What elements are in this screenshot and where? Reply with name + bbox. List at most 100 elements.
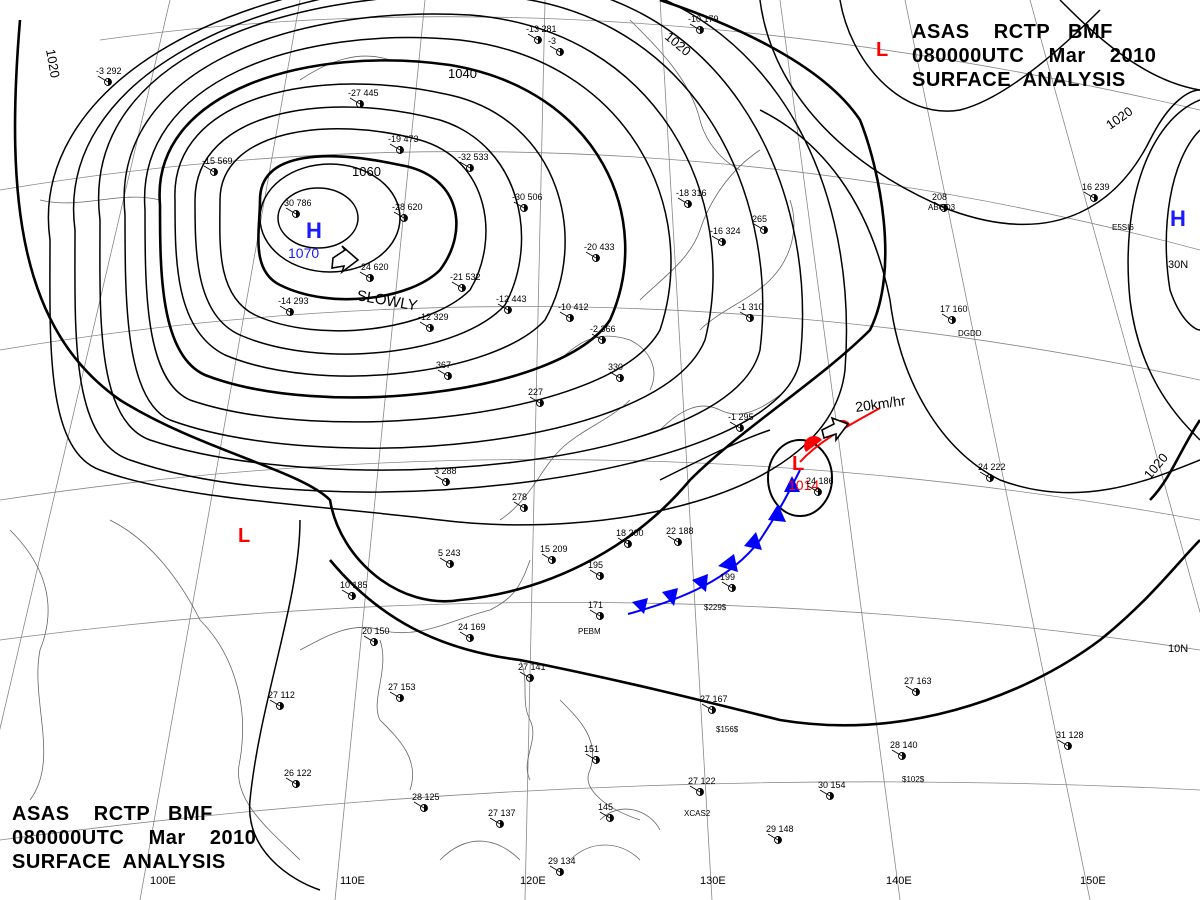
- isobar-1040: [158, 59, 627, 399]
- station-value: 278: [512, 492, 527, 502]
- isobar-label: 1020: [662, 29, 694, 59]
- wind-barb: [689, 785, 701, 793]
- station-plot: -3: [548, 36, 564, 56]
- station-value: 29 148: [766, 824, 794, 834]
- wind-barb: [739, 311, 751, 319]
- station-value: -3: [548, 36, 556, 46]
- wind-barb: [419, 321, 431, 329]
- station-value: -3 292: [96, 66, 122, 76]
- station-cloud-cover: [700, 788, 704, 796]
- station-id: PEBM: [578, 627, 601, 636]
- longitude-label: 140E: [886, 875, 912, 887]
- station-value: -10 179: [688, 14, 719, 24]
- wind-barb: [689, 23, 701, 31]
- isobar: [143, 36, 672, 423]
- wind-barb: [807, 485, 819, 493]
- station-cloud-cover: [446, 478, 450, 486]
- wind-barb: [599, 811, 611, 819]
- wind-barb: [97, 75, 109, 83]
- coastlines: [9, 19, 795, 861]
- station-cloud-cover: [400, 694, 404, 702]
- station-cloud-cover: [470, 164, 474, 172]
- wind-barb: [459, 161, 471, 169]
- isobar: [659, 429, 771, 481]
- station-plot: 27 122: [688, 776, 716, 796]
- isobar-1020-south: [329, 539, 1200, 727]
- station-value: 27 163: [904, 676, 932, 686]
- station-cloud-cover: [290, 308, 294, 316]
- latitude-labels: 10N 30N: [1168, 259, 1188, 655]
- station-plot: -15 569: [202, 156, 233, 176]
- isobar: [219, 127, 487, 332]
- station-plot: -20 433: [584, 242, 615, 262]
- wind-barb: [279, 305, 291, 313]
- wind-barb: [891, 749, 903, 757]
- isobar: [759, 0, 1200, 226]
- wind-barb: [269, 699, 281, 707]
- station-value: -24 620: [358, 262, 389, 272]
- station-plot: 278: [512, 492, 528, 512]
- station-id: $102$: [902, 775, 925, 784]
- station-plot: 151: [584, 744, 600, 764]
- station-value: 27 153: [388, 682, 416, 692]
- wind-barb: [285, 777, 297, 785]
- wind-barb: [513, 201, 525, 209]
- station-cloud-cover: [560, 868, 564, 876]
- isobar: [277, 187, 359, 249]
- station-value: 16 239: [1082, 182, 1110, 192]
- station-value: -28 620: [392, 202, 423, 212]
- title-block-bottom: ASAS RCTP BMF 080000UTC Mar 2010 SURFACE…: [12, 802, 256, 874]
- station-cloud-cover: [370, 274, 374, 282]
- station-cloud-cover: [628, 540, 632, 548]
- wind-barb: [437, 369, 449, 377]
- station-id: $156$: [716, 725, 739, 734]
- wind-barb: [753, 223, 765, 231]
- wind-barb: [435, 475, 447, 483]
- low-movement-note: 20km/hr: [854, 392, 907, 415]
- isobar-1060: [257, 154, 458, 301]
- station-value: 171: [588, 600, 603, 610]
- station-plot: 330: [608, 362, 624, 382]
- station-cloud-cover: [470, 634, 474, 642]
- station-cloud-cover: [830, 792, 834, 800]
- station-value: 20 150: [362, 626, 390, 636]
- station-cloud-cover: [400, 146, 404, 154]
- station-plot: -1 295: [728, 412, 754, 432]
- station-value: 27 137: [488, 808, 516, 818]
- station-cloud-cover: [296, 210, 300, 218]
- isobar-labels: 1020 1040 1060 1020 1020 1020: [43, 29, 1171, 482]
- title-line-1: ASAS RCTP BMF: [912, 21, 1113, 43]
- station-value: 367: [436, 360, 451, 370]
- station-value: 28 140: [890, 740, 918, 750]
- station-value: -1 310: [738, 302, 764, 312]
- station-cloud-cover: [778, 836, 782, 844]
- isobar-label: 1040: [448, 66, 477, 81]
- station-plot: -18 316: [676, 188, 707, 208]
- station-plot: 15 209: [540, 544, 568, 564]
- station-cloud-cover: [296, 780, 300, 788]
- low-movement-arrow: [821, 416, 850, 443]
- station-value: -12 443: [496, 294, 527, 304]
- station-cloud-cover: [430, 324, 434, 332]
- wind-barb: [711, 235, 723, 243]
- station-cloud-cover: [560, 48, 564, 56]
- isobar: [1127, 99, 1200, 441]
- station-cloud-cover: [700, 26, 704, 34]
- station-cloud-cover: [404, 214, 408, 222]
- station-plot: 199: [720, 572, 736, 592]
- station-plot: 227: [528, 387, 544, 407]
- station-value: -18 316: [676, 188, 707, 198]
- station-id: ABGD3: [928, 203, 956, 212]
- longitude-labels: 100E 110E 120E 130E 140E 150E: [150, 875, 1106, 887]
- wind-barb: [349, 97, 361, 105]
- isobar: [1149, 419, 1200, 501]
- wind-barb: [1083, 191, 1095, 199]
- station-plot: 10 185: [340, 580, 368, 600]
- station-value: 145: [598, 802, 613, 812]
- station-plot: -28 620: [392, 202, 423, 222]
- station-plot: 26 122: [284, 768, 312, 788]
- station-cloud-cover: [600, 612, 604, 620]
- station-cloud-cover: [602, 336, 606, 344]
- station-plot: 16 239: [1082, 182, 1110, 202]
- station-plot: -21 532: [450, 272, 481, 292]
